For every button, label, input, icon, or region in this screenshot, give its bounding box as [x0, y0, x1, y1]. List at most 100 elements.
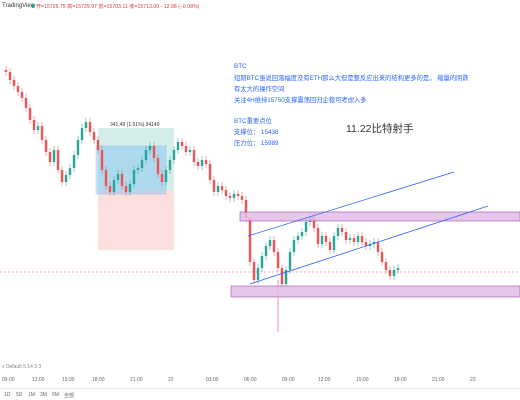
candle-body [172, 150, 176, 160]
candle-body [52, 150, 56, 162]
time-axis[interactable]: 09:00 12:00 15:00 18:00 21:00 22 03:00 06:00 09:… [2, 377, 476, 383]
candle-body [100, 150, 104, 170]
candle-body [12, 80, 16, 86]
candle-body [216, 186, 220, 192]
top-toolbar: TradingView 开=15726.75 高=15729.97 低=1570… [0, 0, 520, 14]
candle-body [120, 174, 124, 186]
candle-body [212, 180, 216, 192]
candle-body [56, 150, 60, 170]
candle-body [76, 140, 80, 155]
candle-body [116, 174, 120, 180]
time-axis-label: 12:00 [318, 377, 331, 383]
candle-body [336, 228, 340, 236]
candle-body [140, 160, 144, 168]
annotation-line: 关注4H维持15750支撑震荡回归企稳可考虑入多 [234, 95, 367, 104]
candle-body [24, 98, 28, 108]
candle-body [88, 122, 92, 132]
candle-body [124, 186, 128, 192]
candle-body [36, 126, 40, 130]
candle-body [72, 155, 76, 168]
support-zone[interactable] [230, 285, 520, 298]
candle-body [96, 140, 100, 150]
channel-upper-line[interactable] [247, 171, 455, 237]
position-tool-label: 341.49 (1.51%) 34149 [110, 122, 160, 128]
time-axis-label: 03:00 [206, 377, 219, 383]
candle-body [108, 186, 112, 192]
candle-body [44, 140, 48, 152]
candle-body [328, 242, 332, 250]
position-tool-stop-zone[interactable] [98, 190, 174, 250]
candle-body [284, 270, 288, 284]
candle-body [192, 150, 196, 162]
status-dot-icon [31, 4, 35, 8]
candle-body [388, 270, 392, 276]
candle-body [260, 256, 264, 268]
candle-body [232, 194, 236, 198]
candle-body [68, 168, 72, 175]
candle-body [396, 268, 400, 270]
candle-body [376, 242, 380, 252]
candle-body [392, 270, 396, 276]
candle-body [128, 184, 132, 192]
ohlc-quote: 开=15726.75 高=15729.97 低=15703.11 收=15713… [36, 4, 200, 10]
candle-body [268, 240, 272, 246]
candle-body [188, 150, 192, 152]
candle-body [80, 128, 84, 140]
range-button-5d[interactable]: 5D [16, 392, 23, 398]
bottom-toolbar: 1D 5D 1M 3M 6M 全部 [0, 388, 520, 400]
brand-label: TradingView [2, 3, 36, 9]
indicator-label[interactable]: s Default 5 14 3 3 [2, 364, 42, 370]
annotation-line: 有太大的操作空间 [234, 84, 284, 93]
candle-body [48, 152, 52, 162]
candle-body [236, 194, 240, 196]
candle-body [240, 196, 244, 200]
candle-body [348, 238, 352, 240]
annotation-line: 支撑位： 15438 [234, 127, 279, 136]
candles [4, 66, 400, 332]
candle-body [344, 232, 348, 240]
candle-body [196, 162, 200, 166]
candle-body [16, 86, 20, 92]
time-axis-label: 21:00 [432, 377, 445, 383]
candle-body [304, 222, 308, 232]
candle-body [248, 218, 252, 262]
annotation-line: BTC重要点位 [234, 116, 272, 125]
range-button-3m[interactable]: 3M [40, 392, 47, 398]
candle-body [104, 170, 108, 186]
candle-body [32, 120, 36, 130]
range-button-6m[interactable]: 6M [52, 392, 59, 398]
resistance-zone[interactable] [239, 211, 520, 222]
candle-body [320, 236, 324, 244]
candle-body [184, 146, 188, 152]
candle-body [180, 142, 184, 146]
candle-body [224, 190, 228, 196]
candle-body [300, 232, 304, 236]
candle-body [312, 216, 316, 228]
candle-body [356, 236, 360, 242]
time-axis-label: 18:00 [92, 377, 105, 383]
annotation-line: 压力位： 15989 [234, 138, 279, 147]
range-button-1d[interactable]: 1D [4, 392, 11, 398]
channel-lower-line[interactable] [249, 205, 489, 285]
time-axis-label: 06:00 [244, 377, 257, 383]
candle-body [164, 170, 168, 182]
time-axis-label: 23 [470, 377, 476, 383]
chart-watermark: 11.22比特射手 [346, 122, 414, 135]
candle-body [288, 252, 292, 270]
annotation-line: 短期BTC虽说回落幅度没有ETH那么大但是整反应出来的结构更多的是。 缩量的阴跌 [234, 73, 469, 82]
candle-body [244, 200, 248, 218]
candle-body [20, 92, 24, 98]
time-axis-label: 15:00 [62, 377, 75, 383]
candle-body [148, 146, 152, 150]
range-button-all[interactable]: 全部 [64, 393, 75, 399]
candle-body [252, 262, 256, 280]
time-axis-label: 12:00 [32, 377, 45, 383]
candle-body [132, 170, 136, 184]
annotation-line: BTC [234, 63, 247, 70]
candle-body [112, 180, 116, 192]
annotation-text[interactable]: BTC 短期BTC虽说回落幅度没有ETH那么大但是整反应出来的结构更多的是。 缩… [234, 63, 469, 147]
candle-body [152, 146, 156, 158]
candle-body [324, 236, 328, 242]
range-button-1m[interactable]: 1M [28, 392, 35, 398]
